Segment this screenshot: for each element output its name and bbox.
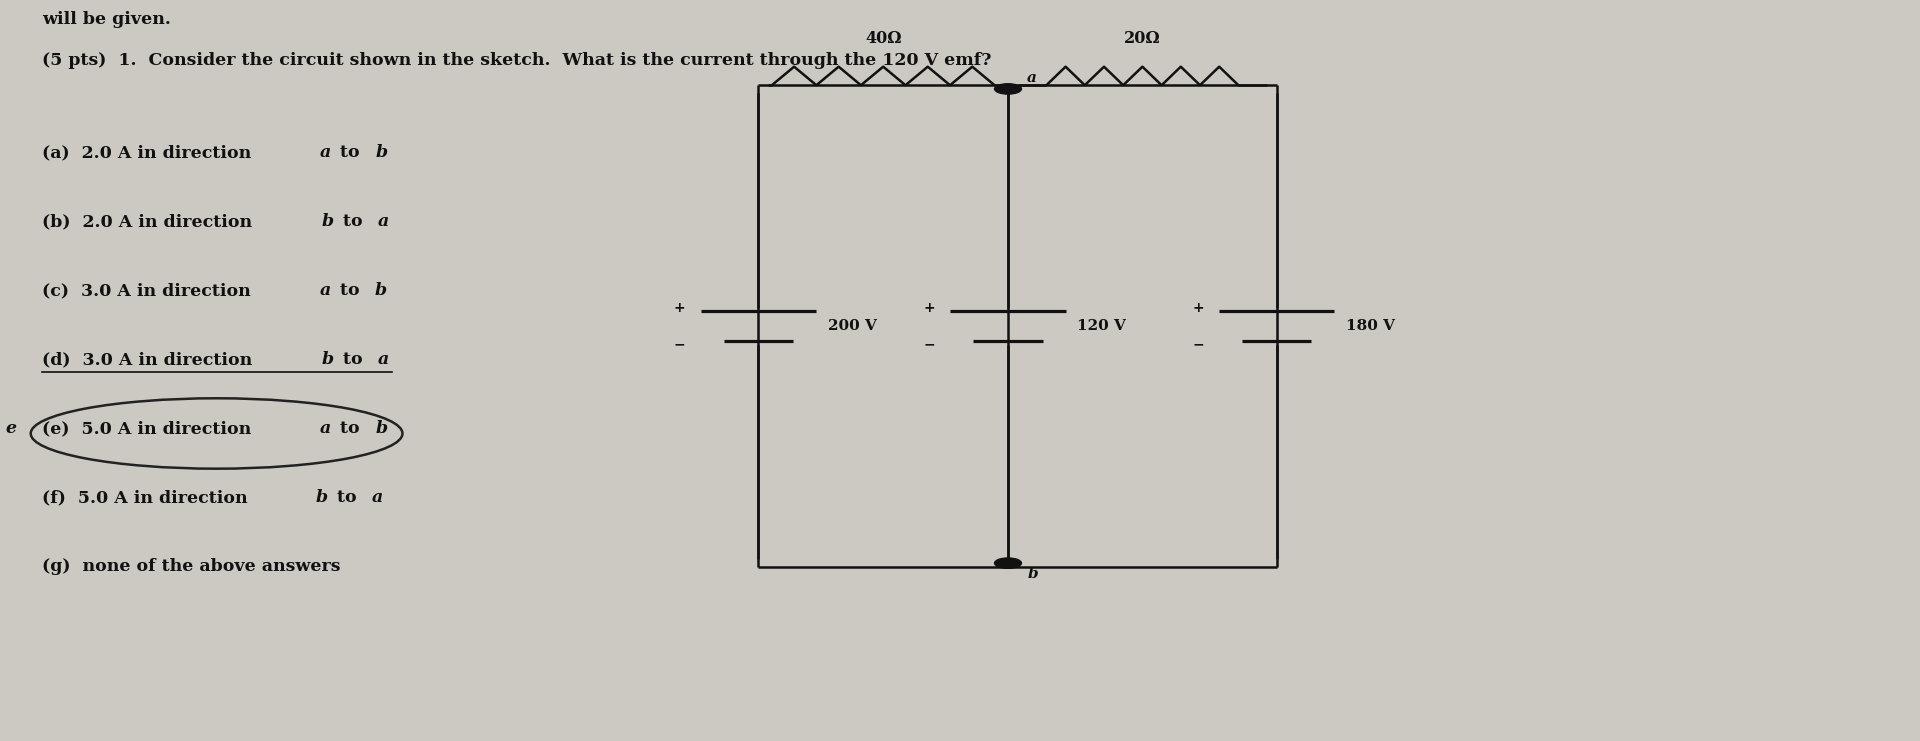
Text: to: to <box>336 351 369 368</box>
Text: 200 V: 200 V <box>828 319 876 333</box>
Text: e: e <box>6 420 17 437</box>
Text: a: a <box>321 420 332 437</box>
Text: (c)  3.0 A in direction: (c) 3.0 A in direction <box>42 282 257 299</box>
Text: b: b <box>374 144 388 162</box>
Text: (5 pts)  1.  Consider the circuit shown in the sketch.  What is the current thro: (5 pts) 1. Consider the circuit shown in… <box>42 52 991 69</box>
Text: 20Ω: 20Ω <box>1123 30 1162 47</box>
Text: 40Ω: 40Ω <box>864 30 902 47</box>
Text: a: a <box>1027 71 1037 85</box>
Text: +: + <box>924 301 935 314</box>
Text: a: a <box>321 144 332 162</box>
Text: a: a <box>372 489 382 506</box>
Text: to: to <box>336 213 369 230</box>
Text: a: a <box>378 351 390 368</box>
Text: will be given.: will be given. <box>42 11 171 28</box>
Text: a: a <box>319 282 330 299</box>
Text: (g)  none of the above answers: (g) none of the above answers <box>42 558 340 575</box>
Text: +: + <box>674 301 685 314</box>
Text: (d)  3.0 A in direction: (d) 3.0 A in direction <box>42 351 259 368</box>
Text: to: to <box>330 489 363 506</box>
Text: (b)  2.0 A in direction: (b) 2.0 A in direction <box>42 213 259 230</box>
Text: a: a <box>378 213 390 230</box>
Text: to: to <box>334 144 367 162</box>
Text: to: to <box>334 282 365 299</box>
Text: b: b <box>321 351 334 368</box>
Text: 120 V: 120 V <box>1077 319 1125 333</box>
Text: (f)  5.0 A in direction: (f) 5.0 A in direction <box>42 489 253 506</box>
Text: b: b <box>374 420 388 437</box>
Circle shape <box>995 558 1021 568</box>
Text: −: − <box>1192 338 1204 351</box>
Text: +: + <box>1192 301 1204 314</box>
Text: b: b <box>315 489 328 506</box>
Text: (a)  2.0 A in direction: (a) 2.0 A in direction <box>42 144 257 162</box>
Text: b: b <box>321 213 334 230</box>
Text: b: b <box>1027 567 1039 581</box>
Text: to: to <box>334 420 367 437</box>
Text: b: b <box>374 282 386 299</box>
Text: 180 V: 180 V <box>1346 319 1396 333</box>
Circle shape <box>995 84 1021 94</box>
Text: −: − <box>674 338 685 351</box>
Text: −: − <box>924 338 935 351</box>
Text: (e)  5.0 A in direction: (e) 5.0 A in direction <box>42 420 257 437</box>
